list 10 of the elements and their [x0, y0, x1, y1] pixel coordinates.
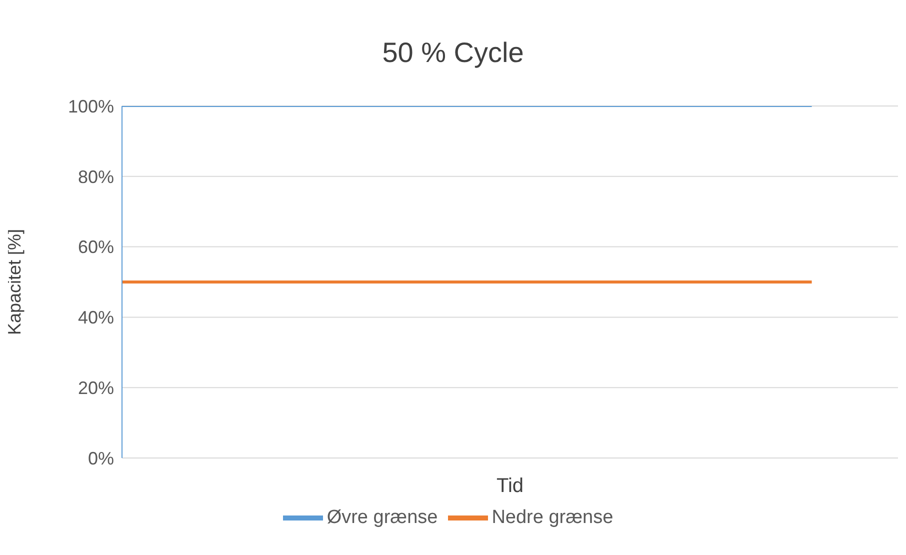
y-tick-label: 40% [78, 308, 114, 328]
y-tick-label: 20% [78, 378, 114, 398]
y-tick-label: 60% [78, 237, 114, 258]
legend-label: Øvre grænse [326, 507, 438, 528]
chart-title: 50 % Cycle [381, 36, 525, 70]
x-axis-title: Tid [496, 475, 524, 497]
y-tick-label: 100% [68, 96, 114, 116]
y-tick-label: 0% [88, 448, 114, 468]
y-tick-label: 80% [78, 166, 114, 187]
legend-label: Nedre grænse [492, 507, 614, 528]
